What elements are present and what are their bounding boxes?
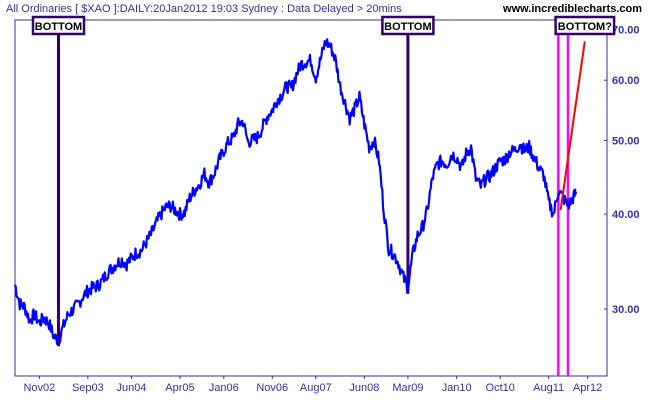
x-tick-label: Apr05 [165, 382, 194, 394]
bottom-labels: BOTTOM BOTTOM BOTTOM? [31, 15, 616, 36]
x-tick-label: Jun08 [349, 382, 379, 394]
x-tick-label: Aug07 [300, 382, 332, 394]
x-tick-label: Jun04 [117, 382, 147, 394]
bottom-label-text: BOTTOM [384, 21, 431, 33]
x-tick-label: Aug11 [533, 382, 564, 394]
x-axis: Nov02 Sep03 Jun04 Apr05 Jan06 Nov06 Aug07 Jun08… [23, 376, 602, 394]
bottom-label-box [554, 15, 616, 36]
x-tick-label: Sep03 [72, 382, 104, 394]
x-tick-label: Oct10 [486, 382, 515, 394]
bottom-label-box [381, 15, 435, 36]
price-series-line [13, 38, 578, 345]
bottom-label-text: BOTTOM? [558, 21, 612, 33]
x-tick-label: Nov06 [256, 382, 288, 394]
bottom-label-text: BOTTOM [35, 21, 82, 33]
y-tick-label: 50.00 [612, 135, 640, 147]
y-tick-label: 40.00 [612, 209, 640, 221]
x-tick-label: Mar09 [392, 382, 423, 394]
projection-line [559, 41, 586, 211]
site-url: www.incrediblecharts.com [502, 3, 642, 15]
plot-frame [14, 19, 608, 377]
y-tick-label: 30.00 [612, 304, 640, 316]
bottom-label-box [31, 15, 86, 36]
y-tick-label: 70.00 [612, 24, 640, 36]
x-tick-label: Apr12 [573, 382, 602, 394]
bottom-markers [57, 20, 570, 376]
y-tick-label: 60.00 [612, 75, 640, 87]
y-axis: 30.00 40.00 50.00 60.00 70.00 [604, 24, 640, 316]
x-tick-label: Jan10 [442, 382, 472, 394]
x-tick-label: Jan06 [209, 382, 239, 394]
x-tick-label: Nov02 [23, 382, 55, 394]
chart-title: All Ordinaries [ $XAO ]:DAILY:20Jan2012 … [6, 3, 402, 15]
